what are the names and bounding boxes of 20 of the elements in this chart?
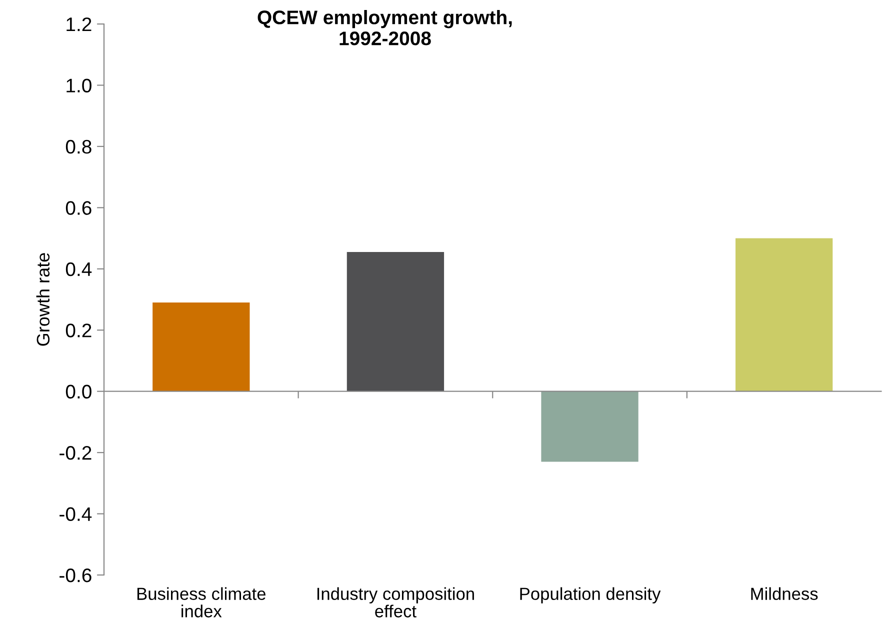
y-tick-label: 0.6 xyxy=(66,201,92,215)
y-tick-label: -0.4 xyxy=(60,507,92,522)
x-tick-label: Population density xyxy=(520,587,661,604)
x-tick-label: Industry composition effect xyxy=(317,587,474,618)
x-tick-label: Business climate index xyxy=(137,587,266,618)
y-tick-label: 1.0 xyxy=(66,78,92,92)
y-tick-label: -0.2 xyxy=(60,446,92,460)
y-tick-label: 0.8 xyxy=(66,140,92,154)
bar xyxy=(541,391,638,462)
y-axis-title: Growth rate xyxy=(36,253,50,346)
bar xyxy=(152,302,250,392)
y-tick-label: 1.2 xyxy=(66,17,92,32)
y-tick-label: 0.4 xyxy=(66,262,92,276)
bar xyxy=(736,238,833,392)
y-tick-label: 0.2 xyxy=(66,324,92,338)
y-tick-label: -0.6 xyxy=(60,568,92,582)
bar xyxy=(346,252,444,392)
y-tick-label: 0.0 xyxy=(66,384,92,399)
chart-title: QCEW employment growth, 1992-2008 xyxy=(258,10,512,46)
x-tick-label: Mildness xyxy=(751,587,818,600)
